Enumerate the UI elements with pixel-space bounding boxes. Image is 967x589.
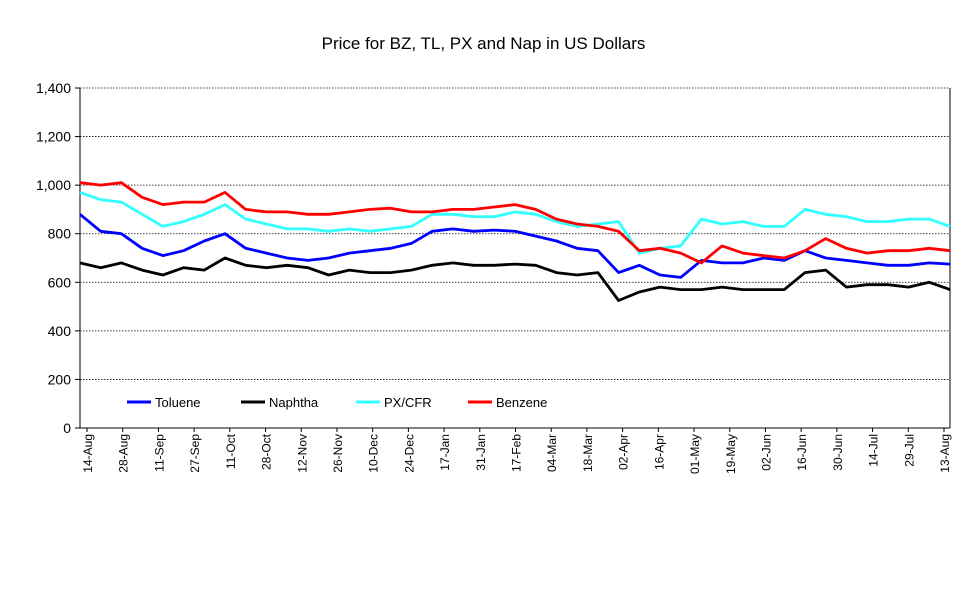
y-tick-label: 600 — [48, 274, 72, 290]
x-tick-label: 14-Aug — [81, 434, 95, 473]
x-tick-label: 30-Jun — [831, 434, 845, 471]
y-tick-label: 200 — [48, 371, 72, 387]
x-tick-label: 04-Mar — [545, 434, 559, 472]
chart-title: Price for BZ, TL, PX and Nap in US Dolla… — [321, 34, 646, 53]
x-tick-label: 31-Jan — [474, 434, 488, 471]
x-tick-label: 11-Oct — [224, 433, 238, 469]
x-tick-label: 01-May — [688, 434, 702, 474]
series-line-px-cfr — [79, 191, 951, 255]
legend-label: PX/CFR — [384, 395, 432, 410]
x-tick-label: 13-Aug — [938, 434, 952, 473]
x-tick-label: 18-Mar — [581, 434, 595, 472]
y-tick-label: 400 — [48, 323, 72, 339]
legend-label: Toluene — [155, 395, 201, 410]
y-tick-label: 1,400 — [36, 80, 71, 96]
x-tick-label: 02-Jun — [759, 434, 773, 471]
x-tick-label: 19-May — [724, 434, 738, 474]
x-tick-label: 16-Apr — [652, 434, 666, 470]
gridlines — [80, 87, 950, 380]
x-tick-label: 28-Oct — [260, 433, 274, 470]
series-lines — [79, 181, 951, 302]
x-tick-label: 12-Nov — [295, 434, 309, 473]
series-line-benzene — [79, 181, 951, 265]
y-tick-label: 800 — [48, 226, 72, 242]
y-tick-label: 0 — [63, 420, 71, 436]
x-tick-label: 11-Sep — [152, 434, 166, 472]
x-tick-label: 02-Apr — [617, 434, 631, 470]
y-tick-label: 1,200 — [36, 129, 71, 145]
x-tick-label: 28-Aug — [117, 434, 131, 473]
x-tick-label: 24-Dec — [402, 434, 416, 473]
axes: 0 200 400 600 800 1,000 1,200 1,400 14-Aug 28-Aug… — [36, 80, 952, 474]
legend-label: Naphtha — [269, 395, 319, 410]
y-tick-label: 1,000 — [36, 177, 71, 193]
legend-label: Benzene — [496, 395, 547, 410]
x-tick-label: 10-Dec — [367, 434, 381, 473]
x-tick-label: 26-Nov — [331, 434, 345, 473]
series-line-naphtha — [79, 256, 951, 302]
x-tick-label: 16-Jun — [795, 434, 809, 471]
x-tick-label: 17-Jan — [438, 434, 452, 471]
x-tick-label: 17-Feb — [510, 434, 524, 472]
x-tick-label: 29-Jul — [902, 434, 916, 467]
x-tick-label: 14-Jul — [867, 434, 881, 467]
x-tick-label: 27-Sep — [188, 434, 202, 473]
legend: Toluene Naphtha PX/CFR Benzene — [127, 395, 547, 410]
